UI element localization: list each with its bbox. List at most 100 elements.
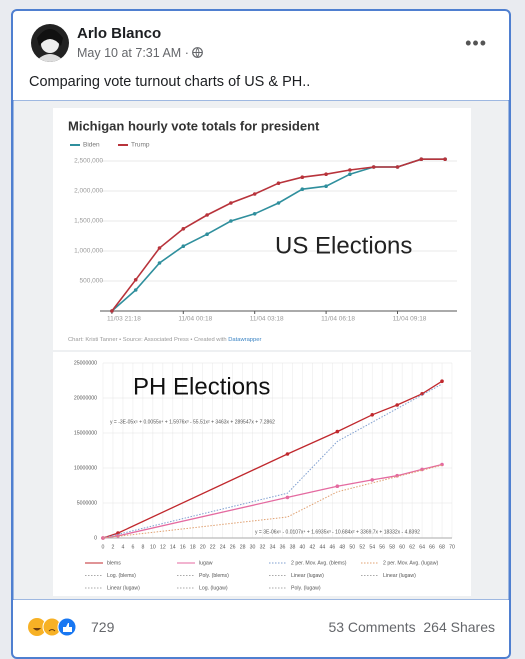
reaction-count[interactable]: 729 — [91, 619, 115, 635]
post-footer: 729 53 Comments 264 Shares — [13, 611, 509, 641]
post-meta: May 10 at 7:31 AM · — [77, 46, 204, 60]
x-tick-label: 6 — [131, 544, 134, 550]
x-tick-label: 36 — [280, 544, 286, 550]
x-tick-label: 2 — [112, 544, 115, 550]
series-line — [102, 463, 443, 539]
data-point — [443, 157, 447, 161]
x-tick-label: 20 — [200, 544, 206, 550]
x-tick-label: 22 — [210, 544, 216, 550]
x-tick-label: 11/04 09:18 — [393, 316, 427, 323]
x-tick-label: 68 — [439, 544, 445, 550]
x-tick-label: 44 — [319, 544, 325, 550]
legend-label: Linear (lugaw) — [107, 585, 140, 591]
x-tick-label: 34 — [270, 544, 276, 550]
x-tick-label: 54 — [369, 544, 375, 550]
x-tick-label: 64 — [419, 544, 425, 550]
data-point — [324, 184, 328, 188]
x-tick-label: 26 — [230, 544, 236, 550]
data-point — [348, 168, 352, 172]
x-tick-label: 42 — [310, 544, 316, 550]
data-point — [348, 172, 352, 176]
series-line — [102, 380, 443, 539]
x-tick-label: 0 — [102, 544, 105, 550]
source-text: Chart: Kristi Tanner • Source: Associate… — [68, 337, 228, 343]
reaction-icons[interactable] — [27, 616, 87, 638]
legend-label: 2 per. Mov. Avg. (lugaw) — [383, 560, 438, 566]
annotation: US Elections — [275, 232, 412, 259]
separator: · — [184, 46, 189, 60]
post-text: Comparing vote turnout charts of US & PH… — [29, 74, 311, 90]
more-menu[interactable]: ••• — [465, 33, 487, 53]
data-point — [285, 495, 290, 500]
y-tick-label: 15000000 — [74, 430, 97, 436]
x-tick-label: 48 — [339, 544, 345, 550]
x-tick-label: 62 — [409, 544, 415, 550]
x-tick-label: 11/04 00:18 — [178, 316, 212, 323]
timestamp[interactable]: May 10 at 7:31 AM — [77, 46, 182, 60]
shares-count[interactable]: 264 Shares — [423, 619, 495, 635]
data-point — [300, 175, 305, 179]
x-tick-label: 46 — [329, 544, 335, 550]
x-tick-label: 52 — [359, 544, 365, 550]
data-point — [157, 246, 162, 250]
legend-label: 2 per. Mov. Avg. (blems) — [291, 560, 347, 566]
data-point — [285, 452, 290, 456]
x-tick-label: 70 — [449, 544, 455, 550]
x-tick-label: 58 — [389, 544, 395, 550]
x-tick-label: 50 — [349, 544, 355, 550]
legend-label: Linear (lugaw) — [383, 573, 416, 579]
data-point — [370, 413, 375, 417]
x-tick-label: 14 — [170, 544, 176, 550]
y-tick-label: 25000000 — [74, 360, 97, 366]
legend-label: Poly. (blems) — [199, 573, 229, 579]
globe-icon — [192, 47, 204, 58]
y-tick-label: 20000000 — [74, 395, 97, 401]
x-tick-label: 66 — [429, 544, 435, 550]
x-tick-label: 32 — [260, 544, 266, 550]
author-name[interactable]: Arlo Blanco — [77, 25, 162, 42]
legend-label: Linear (lugaw) — [291, 573, 324, 579]
data-point — [205, 232, 209, 236]
data-point — [181, 244, 186, 248]
data-point — [252, 192, 257, 196]
x-tick-label: 11/04 06:18 — [321, 316, 355, 323]
y-tick-label: 0 — [94, 535, 97, 541]
avatar-image — [35, 29, 65, 62]
data-point — [133, 278, 138, 282]
y-tick-label: 500,000 — [80, 278, 104, 285]
legend-label: lugaw — [199, 560, 213, 566]
y-tick-label: 1,000,000 — [74, 248, 103, 255]
data-point — [395, 165, 400, 169]
data-point — [419, 157, 424, 161]
trend-equation: y = 3E-06x⁵ - 0.0107x⁴ + 1.6935x³ - 10.6… — [255, 529, 420, 535]
avatar[interactable] — [31, 24, 69, 62]
x-tick-label: 8 — [141, 544, 144, 550]
x-tick-label: 40 — [300, 544, 306, 550]
data-point — [229, 201, 233, 205]
data-point — [229, 219, 233, 223]
comments-count[interactable]: 53 Comments — [328, 619, 416, 635]
x-tick-label: 16 — [180, 544, 186, 550]
data-point — [157, 261, 162, 265]
data-point — [300, 187, 305, 191]
legend-label: Trump — [131, 142, 150, 149]
data-point — [276, 201, 281, 205]
data-point — [335, 429, 340, 434]
engagement: 53 Comments 264 Shares — [328, 619, 495, 635]
data-point — [110, 309, 114, 313]
annotation: PH Elections — [133, 373, 270, 400]
data-point — [133, 288, 138, 292]
series-line — [102, 383, 443, 539]
y-tick-label: 2,000,000 — [74, 188, 103, 195]
post-image[interactable]: Michigan hourly vote totals for presiden… — [13, 100, 509, 600]
legend-label: blems — [107, 560, 121, 566]
x-tick-label: 12 — [160, 544, 166, 550]
chart-source: Chart: Kristi Tanner • Source: Associate… — [68, 337, 261, 343]
chart-title: Michigan hourly vote totals for presiden… — [68, 118, 320, 133]
y-tick-label: 1,500,000 — [74, 218, 103, 225]
y-tick-label: 2,500,000 — [74, 158, 103, 165]
data-point — [370, 478, 375, 482]
y-tick-label: 10000000 — [74, 465, 97, 471]
data-point — [252, 212, 257, 216]
legend-label: Poly. (lugaw) — [291, 585, 321, 591]
